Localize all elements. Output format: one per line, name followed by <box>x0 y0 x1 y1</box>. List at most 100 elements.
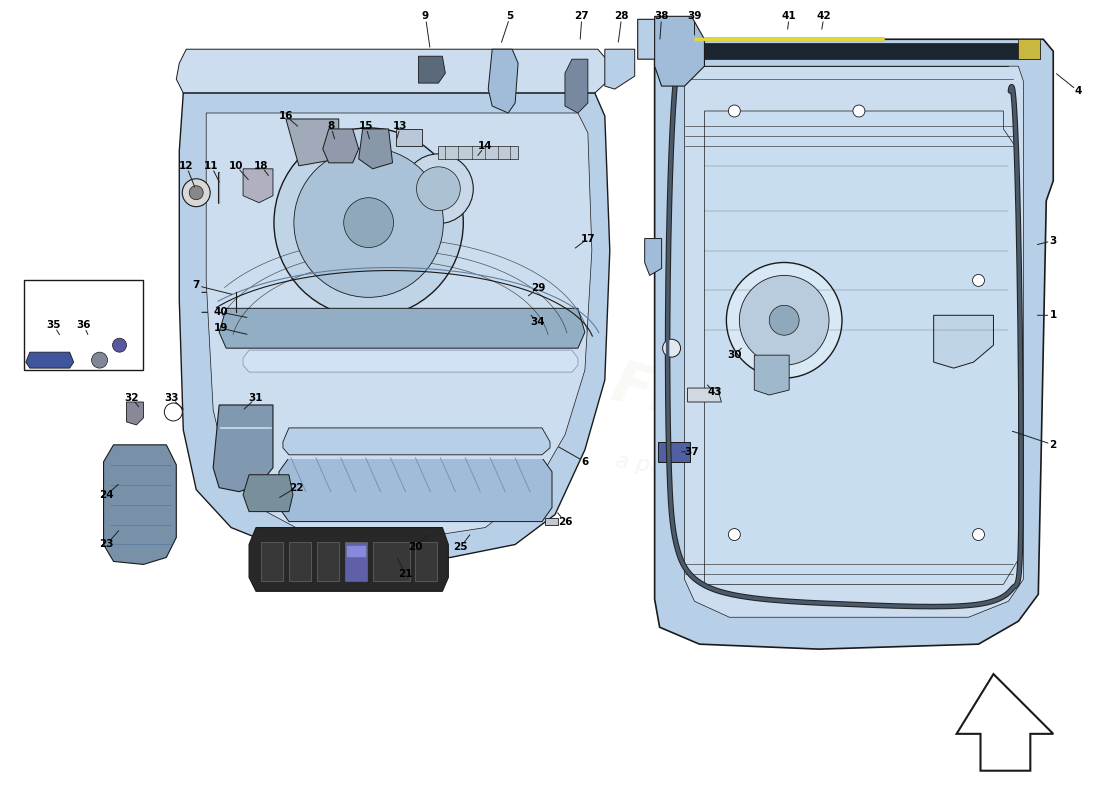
Text: 40: 40 <box>213 307 229 318</box>
Text: 36: 36 <box>76 320 91 330</box>
Polygon shape <box>544 518 558 525</box>
Polygon shape <box>179 93 609 558</box>
Text: 20: 20 <box>408 542 422 553</box>
Text: FERRARI: FERRARI <box>241 310 460 390</box>
Text: 5: 5 <box>506 11 514 22</box>
Polygon shape <box>605 50 635 89</box>
Circle shape <box>343 198 394 247</box>
Polygon shape <box>396 129 422 146</box>
Circle shape <box>728 529 740 541</box>
Polygon shape <box>654 39 1053 649</box>
Text: 16: 16 <box>278 111 294 121</box>
Polygon shape <box>1019 39 1041 59</box>
Polygon shape <box>359 129 393 169</box>
Bar <box>658 442 690 462</box>
Polygon shape <box>638 19 668 59</box>
Polygon shape <box>670 43 1041 59</box>
Text: 32: 32 <box>124 393 139 403</box>
Text: 18: 18 <box>254 161 268 171</box>
Circle shape <box>739 275 829 365</box>
Circle shape <box>852 105 865 117</box>
Polygon shape <box>206 113 592 538</box>
Text: a passion for excellence: a passion for excellence <box>615 451 884 508</box>
Text: a passion for excellence: a passion for excellence <box>250 382 452 418</box>
Polygon shape <box>279 458 552 522</box>
Polygon shape <box>243 474 293 512</box>
Polygon shape <box>565 59 587 113</box>
Circle shape <box>164 403 183 421</box>
Text: 2: 2 <box>1049 440 1057 450</box>
Circle shape <box>112 338 126 352</box>
Circle shape <box>404 154 473 224</box>
Circle shape <box>972 529 984 541</box>
Circle shape <box>274 128 463 318</box>
Text: 41: 41 <box>782 11 796 22</box>
Bar <box>345 546 365 558</box>
Text: 35: 35 <box>46 320 60 330</box>
Circle shape <box>728 105 740 117</box>
Text: 29: 29 <box>531 283 546 294</box>
Text: 22: 22 <box>288 482 304 493</box>
Polygon shape <box>103 445 176 565</box>
Text: 33: 33 <box>164 393 178 403</box>
Text: 25: 25 <box>453 542 468 553</box>
Text: 37: 37 <box>684 447 699 457</box>
Text: 6: 6 <box>581 457 589 466</box>
Circle shape <box>769 306 799 335</box>
Text: 11: 11 <box>204 161 219 171</box>
Polygon shape <box>283 428 550 455</box>
Bar <box>344 542 366 582</box>
Polygon shape <box>176 50 609 93</box>
Text: 30: 30 <box>727 350 741 360</box>
Polygon shape <box>704 111 1019 584</box>
Bar <box>317 542 339 582</box>
Circle shape <box>183 178 210 206</box>
Polygon shape <box>322 129 359 163</box>
Text: FERRARI: FERRARI <box>606 356 893 484</box>
Polygon shape <box>684 66 1023 618</box>
Text: 9: 9 <box>422 11 429 22</box>
Polygon shape <box>645 238 661 275</box>
Polygon shape <box>25 352 74 368</box>
Polygon shape <box>654 16 704 86</box>
Text: 15: 15 <box>359 121 373 131</box>
Text: 39: 39 <box>688 11 702 22</box>
Polygon shape <box>219 308 585 348</box>
Polygon shape <box>126 402 143 425</box>
Text: 27: 27 <box>574 11 590 22</box>
Text: 26: 26 <box>558 517 572 526</box>
Bar <box>373 542 410 582</box>
Circle shape <box>294 148 443 298</box>
Text: 10: 10 <box>229 161 243 171</box>
Polygon shape <box>418 56 446 83</box>
Polygon shape <box>286 119 339 166</box>
Circle shape <box>662 339 681 357</box>
Text: 24: 24 <box>99 490 114 500</box>
Text: 38: 38 <box>654 11 669 22</box>
Text: 7: 7 <box>192 280 200 290</box>
Text: 28: 28 <box>615 11 629 22</box>
Text: 1: 1 <box>1049 310 1057 320</box>
Text: 21: 21 <box>398 570 412 579</box>
Polygon shape <box>957 674 1053 770</box>
Circle shape <box>417 167 460 210</box>
Polygon shape <box>213 405 273 492</box>
Text: 4: 4 <box>1075 86 1081 96</box>
Text: 13: 13 <box>394 121 408 131</box>
Bar <box>261 542 283 582</box>
Text: 19: 19 <box>214 323 229 334</box>
Polygon shape <box>934 315 993 368</box>
Bar <box>416 542 438 582</box>
Text: 43: 43 <box>707 387 722 397</box>
Circle shape <box>189 186 204 200</box>
Polygon shape <box>488 50 518 113</box>
Text: 42: 42 <box>816 11 832 22</box>
Text: 8: 8 <box>327 121 334 131</box>
Circle shape <box>972 274 984 286</box>
Text: 12: 12 <box>179 161 194 171</box>
Text: 23: 23 <box>99 539 113 550</box>
Text: 14: 14 <box>477 141 493 151</box>
Polygon shape <box>249 527 449 591</box>
Polygon shape <box>243 350 578 372</box>
Text: 34: 34 <box>530 318 546 327</box>
